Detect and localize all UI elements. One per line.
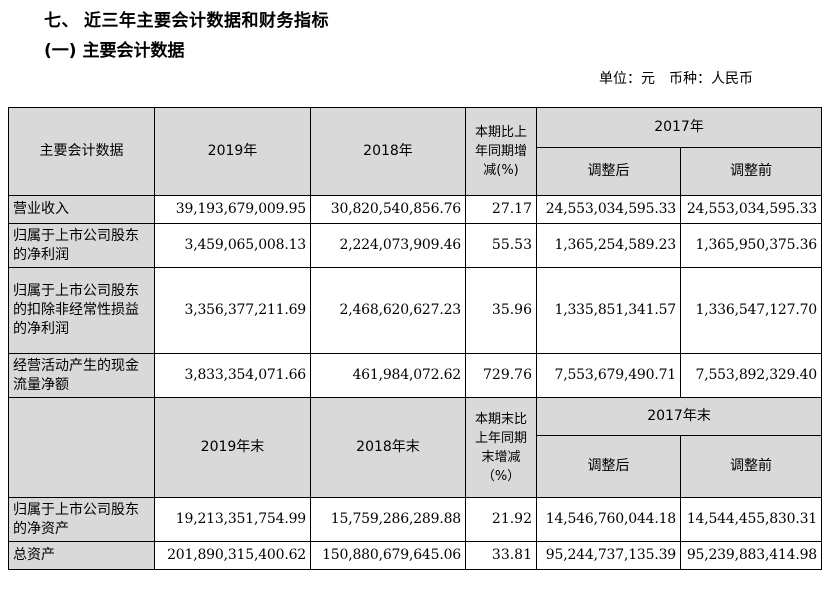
header-before: 调整前 [679, 147, 823, 196]
cell-after: 95,244,737,135.39 [536, 541, 681, 570]
cell-change: 27.17 [465, 195, 537, 224]
unit-line: 单位：元 币种：人民币 [585, 68, 753, 88]
header-row: 2019年末 2018年末 本期末比上年同期末增减（%） 2017年末 [8, 397, 823, 498]
table-row: 总资产 201,890,315,400.62 150,880,679,645.0… [8, 541, 823, 570]
cell-after: 1,365,254,589.23 [536, 223, 681, 268]
cell-change: 21.92 [465, 497, 537, 542]
section-heading: 七、 近三年主要会计数据和财务指标 [44, 6, 329, 31]
header-subrow: 调整后 调整前 [9, 435, 823, 498]
cell-2019: 201,890,315,400.62 [154, 541, 311, 570]
row-label: 归属于上市公司股东的净利润 [8, 223, 155, 268]
cell-2018: 461,984,072.62 [310, 353, 466, 398]
section-number: 七、 [44, 11, 79, 31]
subsection-heading: (一) 主要会计数据 [44, 41, 185, 61]
header-after: 调整后 [536, 147, 681, 196]
cell-before: 14,544,455,830.31 [679, 497, 823, 542]
cell-after: 7,553,679,490.71 [536, 353, 681, 398]
header-item-empty [8, 397, 155, 498]
row-label: 总资产 [8, 541, 155, 570]
unit-label: 单位：元 [599, 71, 655, 87]
header-change-end: 本期末比上年同期末增减（%） [465, 397, 537, 498]
row-label: 归属于上市公司股东的扣除非经常性损益的净利润 [8, 267, 155, 354]
cell-after: 1,335,851,341.57 [536, 267, 681, 354]
row-label: 归属于上市公司股东的净资产 [8, 497, 155, 542]
cell-2018: 15,759,286,289.88 [310, 497, 466, 542]
header-2019: 2019年 [154, 107, 311, 196]
section-title: 近三年主要会计数据和财务指标 [84, 11, 329, 31]
header-row: 主要会计数据 2019年 2018年 本期比上年同期增减(%) 2017年 [8, 107, 823, 196]
table-row: 归属于上市公司股东的扣除非经常性损益的净利润 3,356,377,211.69 … [8, 267, 823, 354]
header-before: 调整前 [679, 435, 823, 498]
header-2018-end: 2018年末 [310, 397, 466, 498]
table-row: 经营活动产生的现金流量净额 3,833,354,071.66 461,984,0… [8, 353, 823, 398]
currency-label: 币种：人民币 [669, 71, 753, 87]
cell-change: 729.76 [465, 353, 537, 398]
cell-before: 1,336,547,127.70 [679, 267, 823, 354]
table-row: 营业收入 39,193,679,009.95 30,820,540,856.76… [8, 195, 823, 224]
cell-2019: 3,459,065,008.13 [154, 223, 311, 268]
header-2018: 2018年 [310, 107, 466, 196]
header-2017-end: 2017年末 [535, 397, 823, 436]
cell-before: 7,553,892,329.40 [679, 353, 823, 398]
cell-2018: 2,224,073,909.46 [310, 223, 466, 268]
header-change: 本期比上年同期增减(%) [465, 107, 537, 196]
cell-2019: 3,356,377,211.69 [154, 267, 311, 354]
cell-change: 35.96 [465, 267, 537, 354]
accounting-data-table: 主要会计数据 2019年 2018年 本期比上年同期增减(%) 2017年 调整… [8, 107, 823, 570]
header-subrow: 调整后 调整前 [9, 147, 823, 196]
cell-before: 1,365,950,375.36 [679, 223, 823, 268]
cell-after: 14,546,760,044.18 [536, 497, 681, 542]
cell-2019: 39,193,679,009.95 [154, 195, 311, 224]
header-item: 主要会计数据 [8, 107, 155, 196]
cell-before: 95,239,883,414.98 [679, 541, 823, 570]
header-2017: 2017年 [535, 107, 823, 148]
cell-change: 55.53 [465, 223, 537, 268]
cell-2018: 30,820,540,856.76 [310, 195, 466, 224]
cell-2019: 3,833,354,071.66 [154, 353, 311, 398]
header-2019-end: 2019年末 [154, 397, 311, 498]
cell-2019: 19,213,351,754.99 [154, 497, 311, 542]
row-label: 营业收入 [8, 195, 155, 224]
cell-2018: 2,468,620,627.23 [310, 267, 466, 354]
table-row: 归属于上市公司股东的净利润 3,459,065,008.13 2,224,073… [8, 223, 823, 268]
cell-after: 24,553,034,595.33 [536, 195, 681, 224]
table-row: 归属于上市公司股东的净资产 19,213,351,754.99 15,759,2… [8, 497, 823, 542]
cell-change: 33.81 [465, 541, 537, 570]
cell-before: 24,553,034,595.33 [679, 195, 823, 224]
header-after: 调整后 [536, 435, 681, 498]
cell-2018: 150,880,679,645.06 [310, 541, 466, 570]
row-label: 经营活动产生的现金流量净额 [8, 353, 155, 398]
